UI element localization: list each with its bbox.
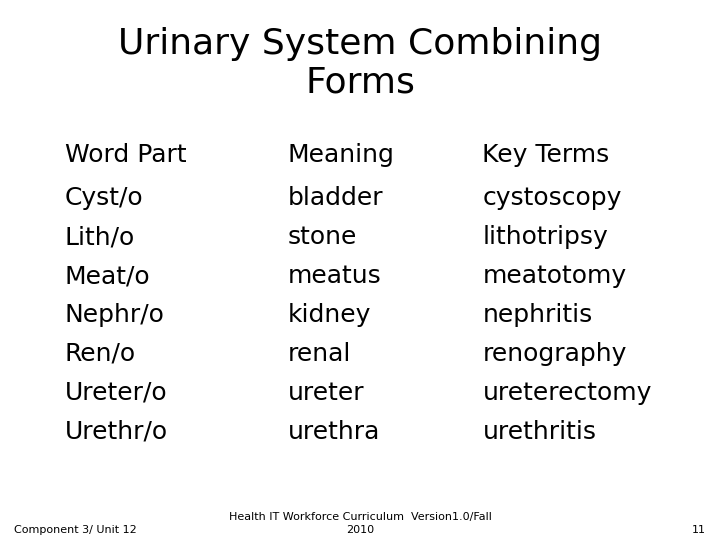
Text: urethra: urethra — [288, 420, 380, 443]
Text: Component 3/ Unit 12: Component 3/ Unit 12 — [14, 524, 137, 535]
Text: Cyst/o: Cyst/o — [65, 186, 143, 210]
Text: ureterectomy: ureterectomy — [482, 381, 652, 404]
Text: 11: 11 — [692, 524, 706, 535]
Text: urethritis: urethritis — [482, 420, 596, 443]
Text: cystoscopy: cystoscopy — [482, 186, 622, 210]
Text: Lith/o: Lith/o — [65, 225, 135, 249]
Text: renography: renography — [482, 342, 627, 366]
Text: Ren/o: Ren/o — [65, 342, 136, 366]
Text: meatus: meatus — [288, 264, 382, 288]
Text: lithotripsy: lithotripsy — [482, 225, 608, 249]
Text: Meaning: Meaning — [288, 143, 395, 167]
Text: Word Part: Word Part — [65, 143, 186, 167]
Text: renal: renal — [288, 342, 351, 366]
Text: kidney: kidney — [288, 303, 372, 327]
Text: nephritis: nephritis — [482, 303, 593, 327]
Text: Urethr/o: Urethr/o — [65, 420, 168, 443]
Text: Key Terms: Key Terms — [482, 143, 610, 167]
Text: Health IT Workforce Curriculum  Version1.0/Fall
2010: Health IT Workforce Curriculum Version1.… — [228, 512, 492, 535]
Text: Nephr/o: Nephr/o — [65, 303, 165, 327]
Text: ureter: ureter — [288, 381, 364, 404]
Text: Urinary System Combining
Forms: Urinary System Combining Forms — [118, 27, 602, 99]
Text: Meat/o: Meat/o — [65, 264, 150, 288]
Text: meatotomy: meatotomy — [482, 264, 626, 288]
Text: stone: stone — [288, 225, 357, 249]
Text: Ureter/o: Ureter/o — [65, 381, 168, 404]
Text: bladder: bladder — [288, 186, 384, 210]
